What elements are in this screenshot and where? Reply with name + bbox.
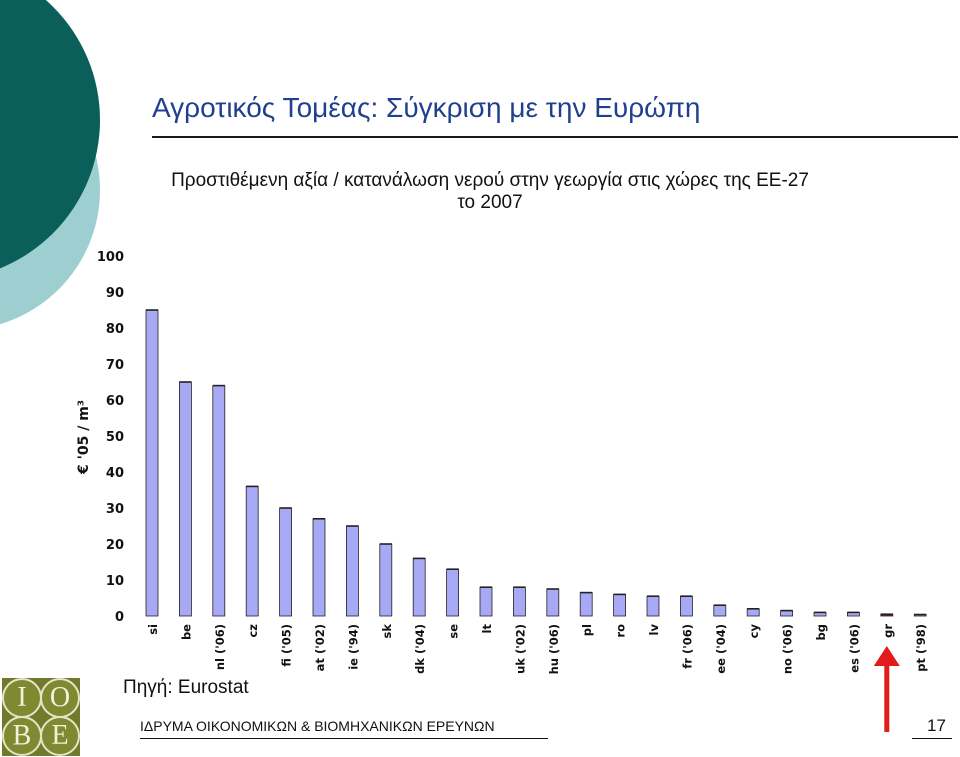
bar-si [145,309,159,617]
subtitle-line-2: το 2007 [457,192,523,213]
footer-institution: ΙΔΡΥΜΑ ΟΙΚΟΝΟΜΙΚΩΝ & ΒΙΟΜΗΧΑΝΙΚΩΝ ΕΡΕΥΝΩ… [140,718,495,734]
y-tick-label: 30 [106,502,124,517]
subtitle-line-1: Προστιθέμενη αξία / κατανάλωση νερού στη… [171,170,809,191]
bar-uk [513,586,526,617]
bar-hu [546,588,560,617]
bar-lv [646,595,660,617]
logo-letter-4: Ε [40,716,80,756]
category-label: dk ('04) [413,624,427,674]
category-label: pt ('98) [914,624,928,672]
category-label: pl [580,624,594,636]
bar-fi [279,507,293,617]
bar-cz [245,485,259,617]
category-label: cy [747,624,761,639]
category-label: lv [647,624,661,636]
title-divider [152,136,958,138]
bar-fr [680,595,693,617]
category-label: ro [614,624,628,638]
category-label: hu ('06) [547,624,561,674]
category-label: bg [814,624,828,640]
category-label: uk ('02) [513,624,527,674]
y-tick-label: 90 [106,286,124,301]
category-label: lt [480,624,494,634]
bar-pl [579,592,593,617]
category-label: gr [881,624,895,638]
category-label: cz [246,624,260,638]
category-label: at ('02) [313,624,327,671]
logo-letter-1: Ι [2,678,42,718]
y-tick-label: 80 [106,322,124,337]
bar-se [446,568,460,617]
source-note: Πηγή: Eurostat [123,677,249,698]
bar-dk [412,558,426,617]
category-label: nl ('06) [213,624,227,670]
page-number-divider [912,738,952,739]
category-label: si [146,624,160,635]
y-tick-label: 10 [106,574,124,589]
category-label: fi ('05) [280,624,294,667]
category-label: fr ('06) [680,624,694,669]
logo-letter-2: Ο [40,678,80,718]
category-label: be [179,624,193,640]
deco-dark-circle [0,0,100,269]
iobe-logo: Ι Ο Β Ε [2,678,80,756]
category-label: ie ('94) [346,624,360,670]
y-tick-label: 100 [97,250,124,265]
bar-sk [379,543,393,617]
bar-ro [613,594,626,617]
bar-cy [746,608,760,617]
logo-letter-3: Β [2,716,42,756]
category-label: sk [380,624,394,639]
bar-be [178,381,192,617]
highlight-arrow-head [873,646,900,666]
category-label: ee ('04) [714,624,728,674]
bar-at [312,518,326,617]
slide-title: Αγροτικός Τομέας: Σύγκριση με την Ευρώπη [152,92,701,123]
y-tick-label: 60 [106,394,124,409]
bar-ee [713,604,727,617]
bar-no [780,610,793,617]
y-tick-label: 20 [106,538,124,553]
y-tick-label: 40 [106,466,124,481]
chart-subtitle: Προστιθέμενη αξία / κατανάλωση νερού στη… [60,170,920,214]
bar-ie [345,525,359,617]
y-tick-label: 70 [106,358,124,373]
y-tick-label: 0 [115,610,124,625]
footer-divider [140,738,548,739]
bar-lt [479,586,493,617]
category-label: se [447,624,461,639]
page-number: 17 [927,716,946,735]
category-label: no ('06) [781,624,795,674]
y-axis-label: € '05 / m³ [76,400,92,475]
category-label: es ('06) [847,624,861,673]
y-tick-label: 50 [106,430,124,445]
bar-nl [212,385,226,617]
